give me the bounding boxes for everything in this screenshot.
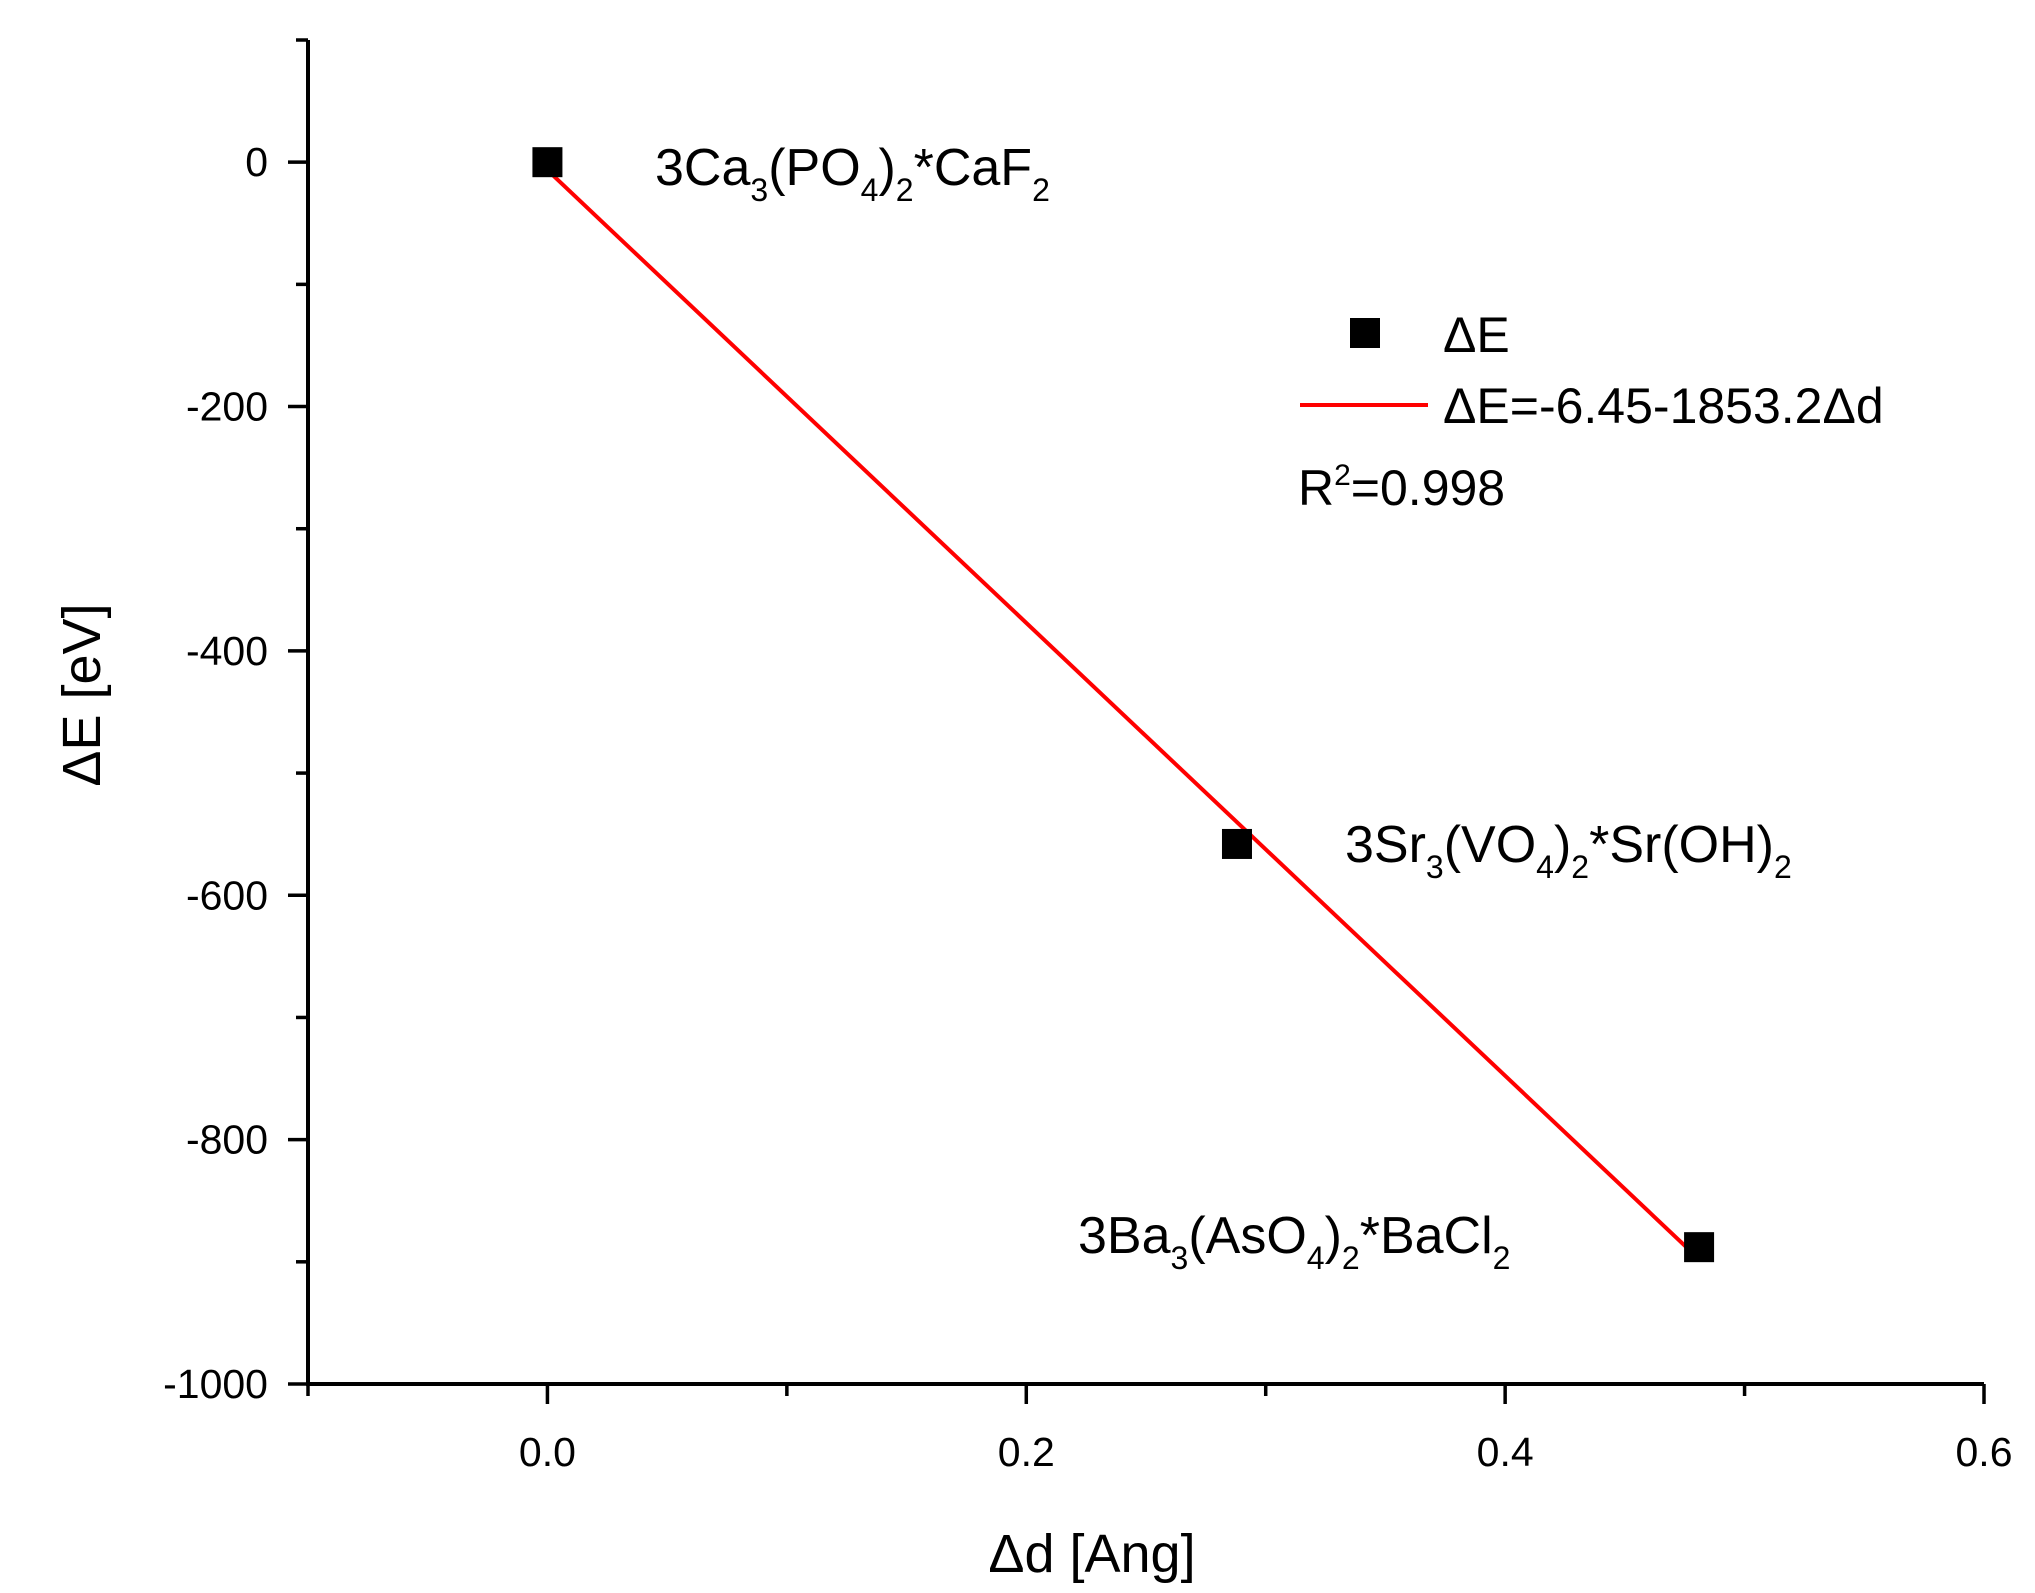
- formula-subscript: 2: [1342, 1240, 1360, 1276]
- formula-text: (PO: [768, 139, 860, 197]
- y-tick-label: 0: [245, 139, 268, 185]
- r2-value: =0.998: [1351, 460, 1505, 516]
- y-tick-label: -1000: [163, 1361, 268, 1407]
- formula-text: 3Sr: [1345, 816, 1426, 874]
- formula-text: *BaCl: [1360, 1207, 1493, 1265]
- formula-label: 3Sr3(VO4)2*Sr(OH)2: [1345, 816, 1792, 885]
- x-ticks: 0.0 0.2 0.4 0.6: [306, 1384, 2013, 1475]
- x-tick-label: 0.2: [998, 1429, 1055, 1475]
- x-tick-label: 0.0: [519, 1429, 576, 1475]
- point-annotations: 3Ca3(PO4)2*CaF23Sr3(VO4)2*Sr(OH)23Ba3(As…: [655, 139, 1792, 1276]
- formula-subscript: 4: [1536, 849, 1554, 885]
- formula-text: ): [878, 139, 895, 197]
- y-tick-label: -200: [186, 384, 268, 430]
- formula-label: 3Ba3(AsO4)2*BaCl2: [1078, 1207, 1510, 1276]
- data-point: [1221, 828, 1252, 859]
- legend-label-fit: ΔE=-6.45-1853.2Δd: [1443, 378, 1884, 434]
- fit-line: [546, 168, 1701, 1261]
- formula-text: (AsO: [1188, 1207, 1306, 1265]
- y-tick-label: -800: [186, 1117, 268, 1163]
- formula-text: 3Ba: [1078, 1207, 1171, 1265]
- formula-subscript: 2: [1571, 849, 1589, 885]
- y-tick-label: -400: [186, 628, 268, 674]
- legend-r-squared: R2=0.998: [1298, 459, 1505, 516]
- data-point: [532, 147, 563, 178]
- x-axis-title: Δd [Ang]: [988, 1524, 1195, 1584]
- formula-subscript: 3: [1171, 1240, 1189, 1276]
- r2-prefix: R: [1298, 460, 1334, 516]
- legend-marker-square: [1350, 318, 1380, 348]
- formula-subscript: 3: [750, 172, 768, 208]
- formula-subscript: 2: [896, 172, 914, 208]
- y-axis-title: ΔE [eV]: [52, 603, 112, 786]
- legend: ΔE ΔE=-6.45-1853.2Δd R2=0.998: [1298, 307, 1884, 516]
- formula-text: (VO: [1444, 816, 1536, 874]
- x-tick-label: 0.4: [1477, 1429, 1534, 1475]
- formula-subscript: 3: [1426, 849, 1444, 885]
- formula-subscript: 4: [861, 172, 879, 208]
- y-ticks: 0 -200 -400 -600 -800 -1000: [163, 38, 308, 1407]
- formula-subscript: 4: [1307, 1240, 1325, 1276]
- formula-label: 3Ca3(PO4)2*CaF2: [655, 139, 1050, 208]
- formula-text: ): [1554, 816, 1571, 874]
- x-tick-label: 0.6: [1956, 1429, 2013, 1475]
- legend-label-points: ΔE: [1443, 307, 1510, 363]
- data-point: [1684, 1232, 1715, 1263]
- formula-subscript: 2: [1032, 172, 1050, 208]
- data-points: [532, 147, 1715, 1263]
- formula-text: ): [1325, 1207, 1342, 1265]
- r2-superscript: 2: [1334, 459, 1351, 492]
- formula-text: *CaF: [914, 139, 1032, 197]
- y-tick-label: -600: [186, 872, 268, 918]
- formula-subscript: 2: [1493, 1240, 1511, 1276]
- formula-text: 3Ca: [655, 139, 750, 197]
- formula-text: *Sr(OH): [1589, 816, 1774, 874]
- formula-subscript: 2: [1774, 849, 1792, 885]
